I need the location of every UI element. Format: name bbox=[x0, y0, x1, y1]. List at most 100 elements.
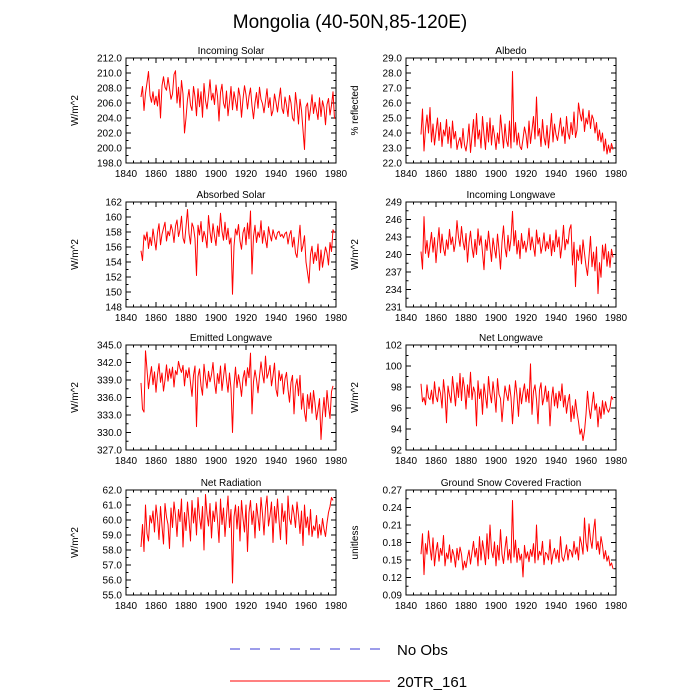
x-tick-label-absorbed-solar: 1900 bbox=[205, 313, 228, 324]
y-tick-label-incoming-solar: 204.0 bbox=[97, 114, 122, 125]
y-tick-label-net-longwave: 92 bbox=[391, 446, 403, 457]
panel-title-albedo: Albedo bbox=[495, 46, 527, 57]
panel-title-incoming-longwave: Incoming Longwave bbox=[467, 190, 556, 201]
y-tick-label-incoming-longwave: 237 bbox=[385, 268, 402, 279]
y-tick-label-net-longwave: 96 bbox=[391, 404, 403, 415]
x-tick-label-incoming-solar: 1840 bbox=[115, 169, 138, 180]
y-axis-label-absorbed-solar: W/m^2 bbox=[70, 239, 81, 270]
x-tick-label-ground-snow-covered-fraction: 1960 bbox=[575, 601, 598, 612]
y-tick-label-incoming-solar: 200.0 bbox=[97, 144, 122, 155]
x-tick-label-incoming-solar: 1960 bbox=[295, 169, 318, 180]
x-tick-label-emitted-longwave: 1960 bbox=[295, 456, 318, 467]
y-tick-label-incoming-longwave: 249 bbox=[385, 198, 402, 209]
x-tick-label-incoming-longwave: 1860 bbox=[425, 313, 448, 324]
x-tick-label-albedo: 1940 bbox=[545, 169, 568, 180]
x-tick-label-net-radiation: 1980 bbox=[325, 601, 348, 612]
x-tick-label-absorbed-solar: 1960 bbox=[295, 313, 318, 324]
y-tick-label-incoming-longwave: 240 bbox=[385, 250, 402, 261]
x-tick-label-absorbed-solar: 1860 bbox=[145, 313, 168, 324]
x-tick-label-net-radiation: 1900 bbox=[205, 601, 228, 612]
x-tick-label-net-radiation: 1860 bbox=[145, 601, 168, 612]
y-axis-label-incoming-solar: W/m^2 bbox=[70, 95, 81, 126]
x-tick-label-emitted-longwave: 1980 bbox=[325, 456, 348, 467]
y-axis-label-net-longwave: W/m^2 bbox=[350, 382, 361, 413]
y-tick-label-absorbed-solar: 160 bbox=[105, 213, 122, 224]
x-tick-label-albedo: 1980 bbox=[605, 169, 628, 180]
plot-frame-net-longwave bbox=[405, 344, 617, 451]
y-axis-label-ground-snow-covered-fraction: unitless bbox=[350, 526, 361, 560]
y-tick-label-emitted-longwave: 333.0 bbox=[97, 411, 122, 422]
x-tick-label-ground-snow-covered-fraction: 1860 bbox=[425, 601, 448, 612]
panel-absorbed-solar: Absorbed Solar W/m^2 1840 1860 1880 1900 1920 1… bbox=[70, 190, 348, 324]
x-tick-label-net-longwave: 1900 bbox=[485, 456, 508, 467]
x-tick-label-absorbed-solar: 1840 bbox=[115, 313, 138, 324]
y-tick-label-incoming-longwave: 243 bbox=[385, 233, 402, 244]
x-tick-label-ground-snow-covered-fraction: 1900 bbox=[485, 601, 508, 612]
x-tick-label-emitted-longwave: 1840 bbox=[115, 456, 138, 467]
y-tick-label-albedo: 25.0 bbox=[383, 114, 403, 125]
y-tick-label-absorbed-solar: 148 bbox=[105, 303, 122, 314]
y-tick-label-net-radiation: 55.0 bbox=[103, 591, 123, 602]
plot-frame-ground-snow-covered-fraction bbox=[405, 489, 617, 596]
x-tick-label-net-radiation: 1920 bbox=[235, 601, 258, 612]
x-tick-label-ground-snow-covered-fraction: 1940 bbox=[545, 601, 568, 612]
plot-frame-incoming-longwave bbox=[405, 201, 617, 308]
x-tick-label-net-longwave: 1940 bbox=[545, 456, 568, 467]
y-tick-label-incoming-solar: 210.0 bbox=[97, 69, 122, 80]
y-tick-label-absorbed-solar: 152 bbox=[105, 273, 122, 284]
series-line-net-radiation bbox=[140, 494, 334, 584]
plot-frame-absorbed-solar bbox=[125, 201, 337, 308]
panel-net-radiation: Net Radiation W/m^2 1840 1860 1880 1900 1920 19… bbox=[70, 478, 348, 612]
x-tick-label-albedo: 1960 bbox=[575, 169, 598, 180]
y-tick-label-net-radiation: 62.0 bbox=[103, 486, 123, 497]
y-tick-label-net-longwave: 94 bbox=[391, 425, 403, 436]
panel-title-emitted-longwave: Emitted Longwave bbox=[190, 333, 273, 344]
x-tick-label-emitted-longwave: 1880 bbox=[175, 456, 198, 467]
plot-frame-albedo bbox=[405, 57, 617, 164]
y-axis-label-incoming-longwave: W/m^2 bbox=[350, 239, 361, 270]
x-tick-label-ground-snow-covered-fraction: 1880 bbox=[455, 601, 478, 612]
x-tick-label-ground-snow-covered-fraction: 1840 bbox=[395, 601, 418, 612]
x-tick-label-absorbed-solar: 1940 bbox=[265, 313, 288, 324]
x-tick-label-albedo: 1900 bbox=[485, 169, 508, 180]
x-tick-label-net-radiation: 1840 bbox=[115, 601, 138, 612]
y-tick-label-incoming-longwave: 231 bbox=[385, 303, 402, 314]
series-line-absorbed-solar bbox=[140, 209, 335, 295]
x-tick-label-net-radiation: 1880 bbox=[175, 601, 198, 612]
x-tick-label-net-longwave: 1880 bbox=[455, 456, 478, 467]
x-tick-label-albedo: 1840 bbox=[395, 169, 418, 180]
x-tick-label-emitted-longwave: 1860 bbox=[145, 456, 168, 467]
y-tick-label-ground-snow-covered-fraction: 0.15 bbox=[383, 556, 403, 567]
y-tick-label-ground-snow-covered-fraction: 0.27 bbox=[383, 486, 403, 497]
y-tick-label-ground-snow-covered-fraction: 0.21 bbox=[383, 521, 403, 532]
y-tick-label-absorbed-solar: 158 bbox=[105, 228, 122, 239]
legend-label-no-obs: No Obs bbox=[397, 642, 448, 659]
y-tick-label-incoming-solar: 208.0 bbox=[97, 84, 122, 95]
x-tick-label-incoming-longwave: 1840 bbox=[395, 313, 418, 324]
y-tick-label-net-longwave: 102 bbox=[385, 341, 402, 352]
y-tick-label-emitted-longwave: 330.0 bbox=[97, 428, 122, 439]
plot-frame-emitted-longwave bbox=[125, 344, 337, 451]
series-line-emitted-longwave bbox=[140, 350, 334, 440]
series-line-incoming-solar bbox=[140, 70, 335, 150]
y-tick-label-incoming-solar: 202.0 bbox=[97, 129, 122, 140]
y-tick-label-emitted-longwave: 342.0 bbox=[97, 358, 122, 369]
x-tick-label-incoming-solar: 1900 bbox=[205, 169, 228, 180]
panel-title-ground-snow-covered-fraction: Ground Snow Covered Fraction bbox=[441, 478, 582, 489]
x-tick-label-ground-snow-covered-fraction: 1920 bbox=[515, 601, 538, 612]
y-tick-label-albedo: 28.0 bbox=[383, 69, 403, 80]
y-tick-label-absorbed-solar: 156 bbox=[105, 243, 122, 254]
y-tick-label-albedo: 22.0 bbox=[383, 159, 403, 170]
y-tick-label-ground-snow-covered-fraction: 0.24 bbox=[383, 503, 403, 514]
x-tick-label-emitted-longwave: 1900 bbox=[205, 456, 228, 467]
y-tick-label-emitted-longwave: 327.0 bbox=[97, 446, 122, 457]
x-tick-label-albedo: 1920 bbox=[515, 169, 538, 180]
x-tick-label-albedo: 1860 bbox=[425, 169, 448, 180]
y-tick-label-albedo: 29.0 bbox=[383, 54, 403, 65]
x-tick-label-net-longwave: 1920 bbox=[515, 456, 538, 467]
panel-title-absorbed-solar: Absorbed Solar bbox=[197, 190, 267, 201]
y-tick-label-incoming-solar: 198.0 bbox=[97, 159, 122, 170]
x-tick-label-incoming-longwave: 1920 bbox=[515, 313, 538, 324]
panel-incoming-longwave: Incoming Longwave W/m^2 1840 1860 1880 1900 19… bbox=[350, 190, 628, 324]
